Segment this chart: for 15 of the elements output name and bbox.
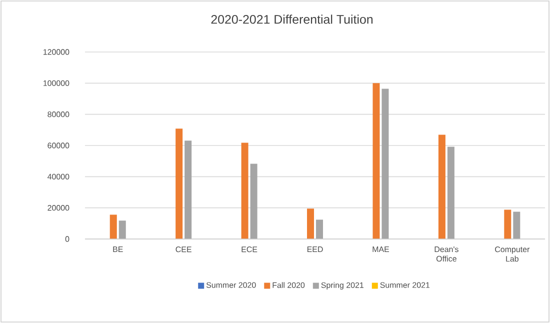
- bar: [110, 214, 117, 239]
- bar: [316, 220, 324, 239]
- chart-title: 2020-2021 Differential Tuition: [211, 14, 373, 24]
- bar: [504, 210, 512, 239]
- bar: [447, 146, 454, 239]
- bar: [307, 208, 314, 239]
- bar: [118, 220, 126, 239]
- bar: [176, 128, 183, 239]
- bar: [438, 134, 446, 239]
- bar: [513, 212, 520, 239]
- bar: [241, 142, 248, 239]
- bar: [250, 164, 258, 239]
- bar: [382, 88, 389, 239]
- bar: [184, 140, 192, 239]
- bar: [372, 83, 380, 239]
